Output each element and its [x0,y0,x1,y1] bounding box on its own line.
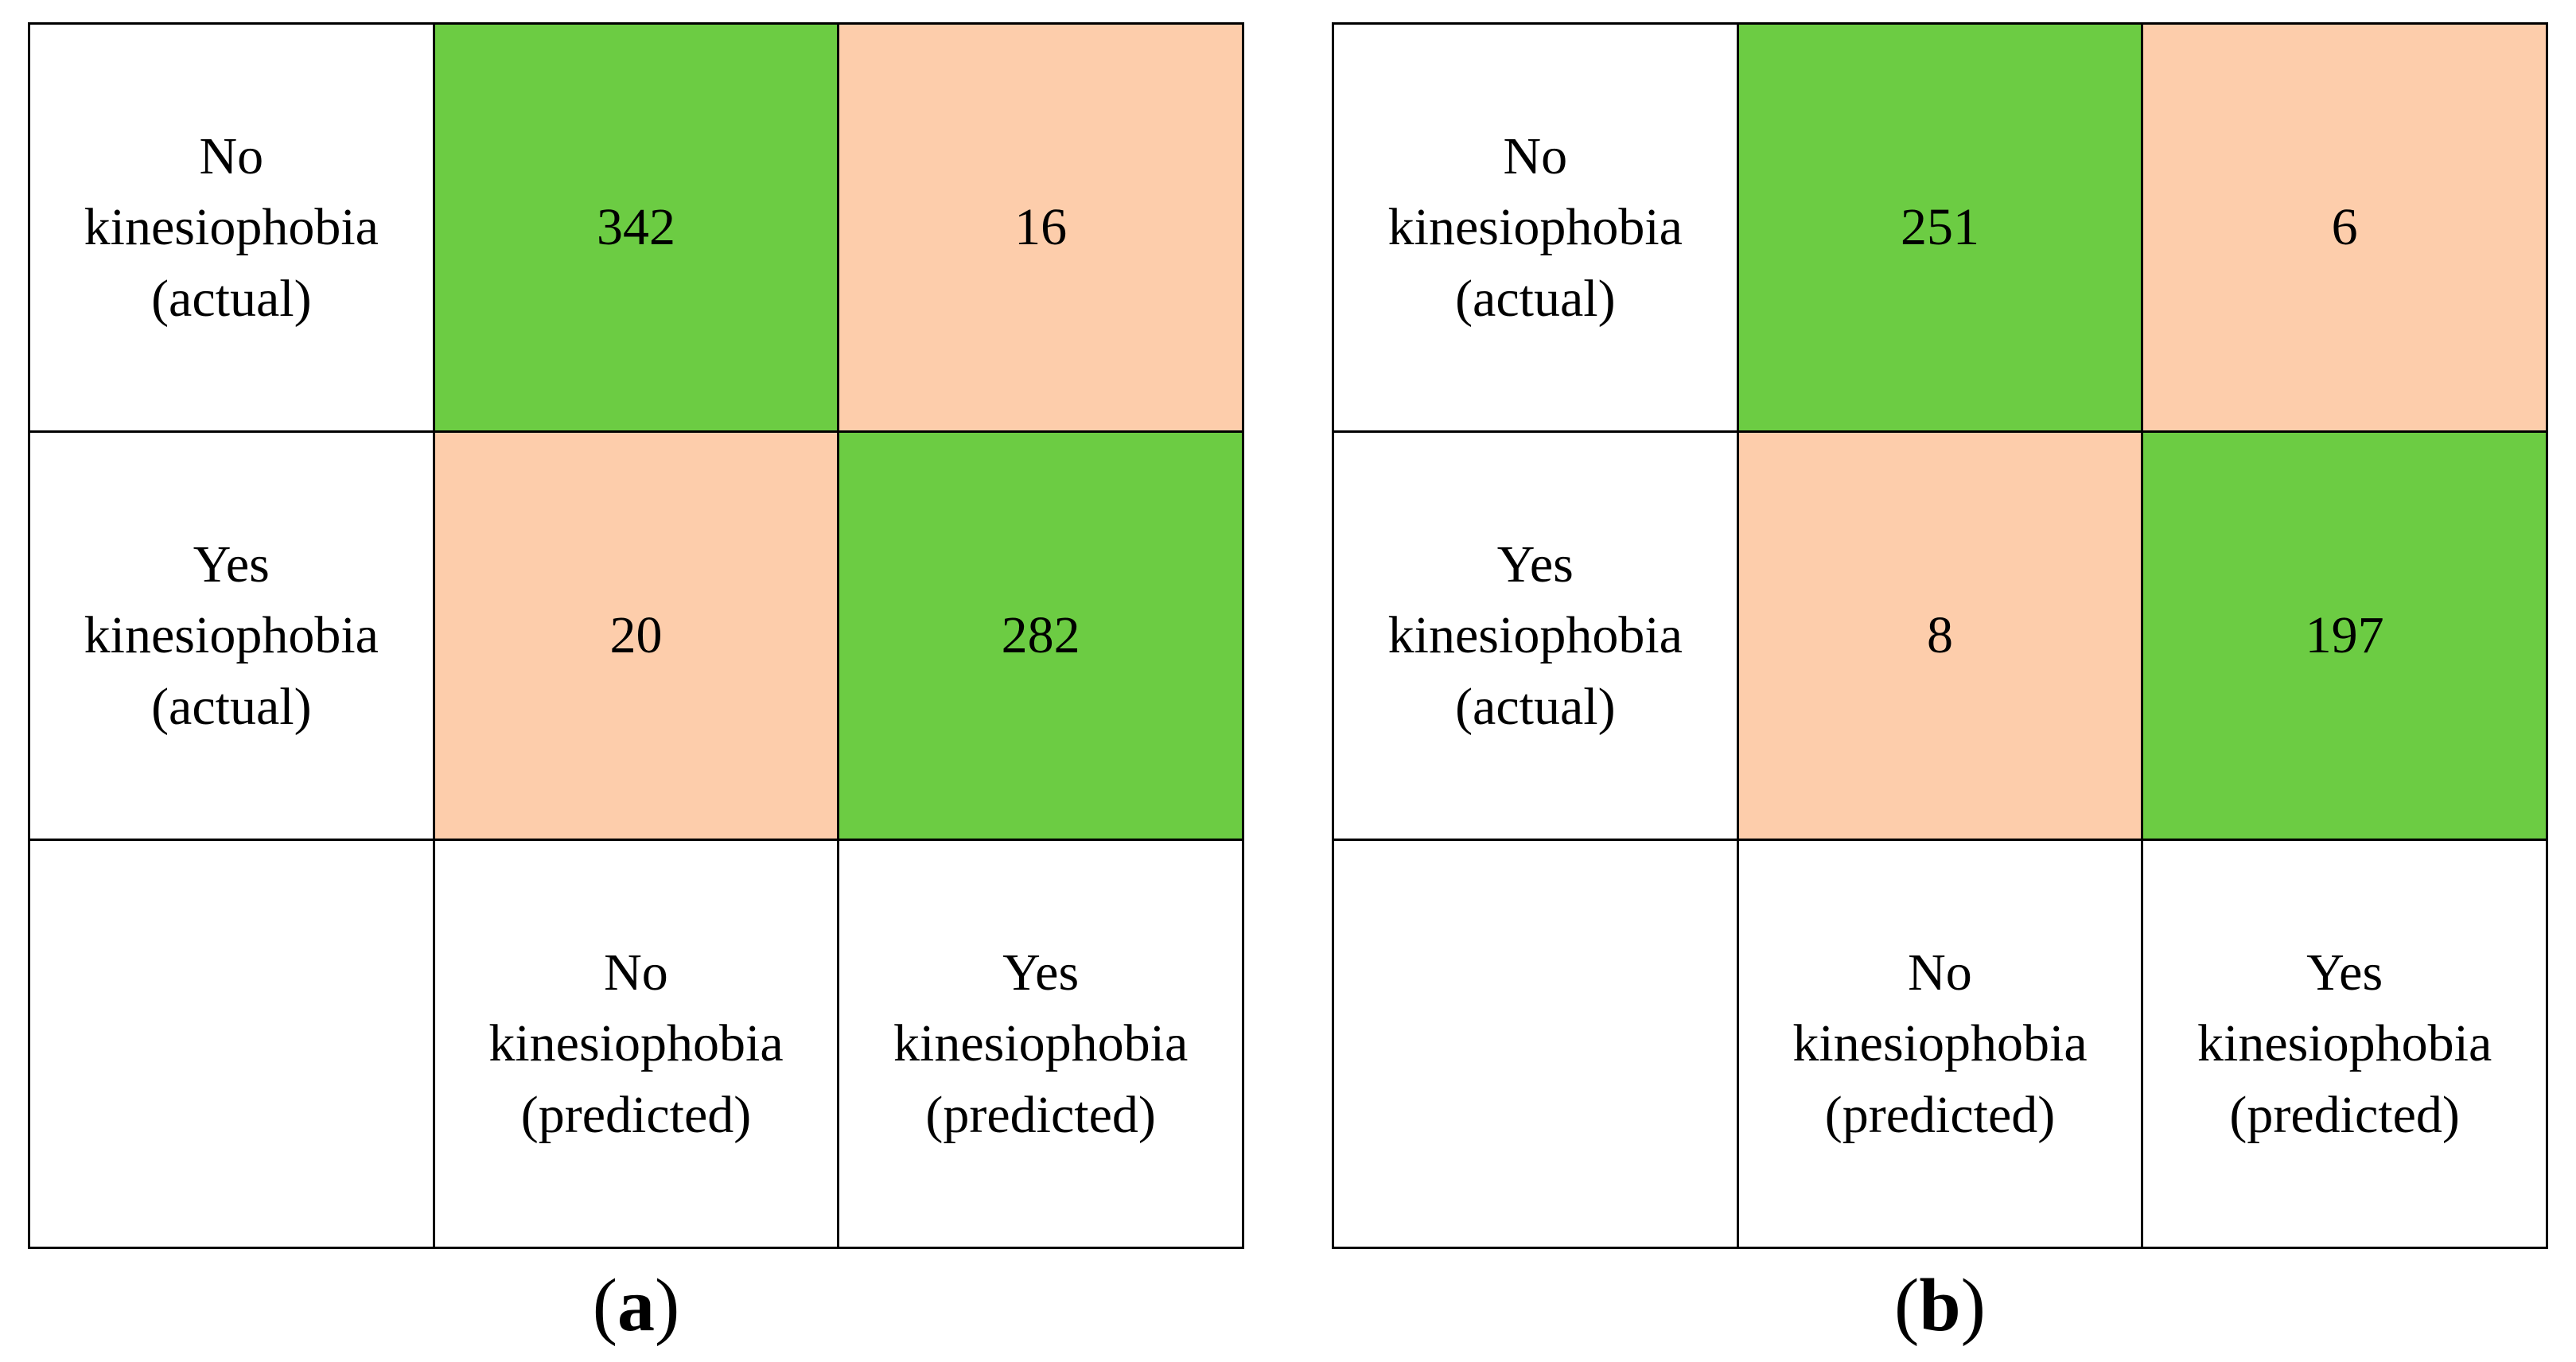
matrix-b-row-actual-no: No kinesiophobia (actual) 251 6 [1332,22,2548,433]
matrix-b-row-actual-yes: Yes kinesiophobia (actual) 8 197 [1332,430,2548,841]
matrix-a-false-positive-cell: 16 [837,22,1244,433]
matrix-b-label-actual-yes: Yes kinesiophobia (actual) [1332,430,1739,841]
matrix-b-true-negative-cell: 251 [1736,22,2144,433]
row-label: Yes kinesiophobia (actual) [84,535,379,736]
row-label: No kinesiophobia (actual) [84,127,379,328]
matrix-a-label-actual-yes: Yes kinesiophobia (actual) [28,430,435,841]
matrix-b-empty-corner-cell [1332,839,1739,1249]
matrix-a-false-negative-cell: 20 [432,430,840,841]
panel-b: No kinesiophobia (actual) 251 6 Yes kine… [1332,22,2548,1362]
matrix-a-label-actual-no: No kinesiophobia (actual) [28,22,435,433]
caption-a: (a) [28,1249,1244,1362]
matrix-a-label-predicted-yes: Yes kinesiophobia (predicted) [837,839,1244,1249]
matrix-b-label-predicted-yes: Yes kinesiophobia (predicted) [2141,839,2548,1249]
matrix-a-row-predicted-labels: No kinesiophobia (predicted) Yes kinesio… [28,839,1244,1249]
matrix-b-label-predicted-no: No kinesiophobia (predicted) [1736,839,2144,1249]
matrix-a-row-actual-yes: Yes kinesiophobia (actual) 20 282 [28,430,1244,841]
matrix-a-true-positive-cell: 282 [837,430,1244,841]
confusion-matrix-b: No kinesiophobia (actual) 251 6 Yes kine… [1332,22,2548,1249]
col-label: Yes kinesiophobia (predicted) [2197,944,2492,1144]
panel-a: No kinesiophobia (actual) 342 16 Yes kin… [28,22,1244,1362]
caption-close-paren: ) [655,1264,680,1347]
caption-letter: a [617,1264,655,1347]
matrix-b-row-predicted-labels: No kinesiophobia (predicted) Yes kinesio… [1332,839,2548,1249]
col-label: No kinesiophobia (predicted) [488,944,784,1144]
matrix-b-false-positive-cell: 6 [2141,22,2548,433]
col-label: No kinesiophobia (predicted) [1792,944,2088,1144]
matrix-a-empty-corner-cell [28,839,435,1249]
caption-close-paren: ) [1960,1264,1986,1347]
matrix-a-true-negative-cell: 342 [432,22,840,433]
matrix-b-false-negative-cell: 8 [1736,430,2144,841]
confusion-matrix-a: No kinesiophobia (actual) 342 16 Yes kin… [28,22,1244,1249]
matrix-a-label-predicted-no: No kinesiophobia (predicted) [432,839,840,1249]
row-label: Yes kinesiophobia (actual) [1387,535,1683,736]
matrix-b-true-positive-cell: 197 [2141,430,2548,841]
caption-b: (b) [1332,1249,2548,1362]
matrix-a-row-actual-no: No kinesiophobia (actual) 342 16 [28,22,1244,433]
caption-letter: b [1919,1264,1961,1347]
caption-open-paren: ( [1894,1264,1920,1347]
row-label: No kinesiophobia (actual) [1387,127,1683,328]
col-label: Yes kinesiophobia (predicted) [893,944,1189,1144]
caption-open-paren: ( [592,1264,617,1347]
matrix-b-label-actual-no: No kinesiophobia (actual) [1332,22,1739,433]
